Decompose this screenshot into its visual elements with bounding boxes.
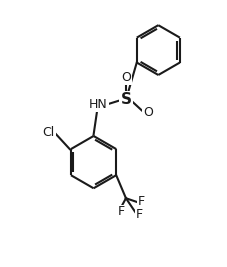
Text: F: F	[138, 195, 145, 209]
Text: S: S	[121, 92, 131, 107]
Text: F: F	[117, 205, 125, 218]
Text: F: F	[136, 208, 143, 221]
Text: HN: HN	[89, 98, 108, 111]
Text: O: O	[143, 106, 153, 119]
Text: O: O	[121, 71, 131, 84]
Text: Cl: Cl	[43, 126, 55, 139]
